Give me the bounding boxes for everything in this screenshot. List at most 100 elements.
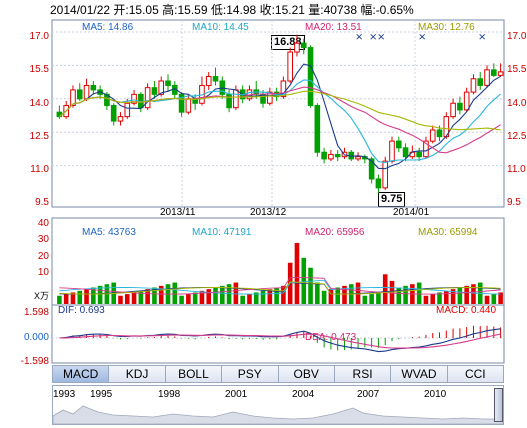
year-label-5: 2007 [357,389,380,400]
volume-bar [294,242,300,304]
volume-bar [416,282,422,304]
volume-bar [450,289,456,304]
volume-bar [498,292,503,304]
date-label-2: 2014/01 [393,207,430,218]
price-ma5-label: MA5: 14.86 [82,22,134,33]
volume-bar [457,287,463,304]
price-ma10-label: MA10: 14.45 [192,22,249,33]
price-panel-frame [51,19,505,208]
vol-axis-0: 40 [37,218,49,229]
price-axis-right-4: 11.0 [507,164,526,175]
indicator-tabs: MACD KDJ BOLL PSY OBV RSI WVAD CCI [52,365,504,383]
candle-body [267,91,273,104]
volume-bar [484,295,490,304]
vol-ma20-label: MA20: 65956 [305,227,365,238]
vol-axis-2: 20 [37,251,49,262]
ma20-line [59,86,501,154]
candle-body [375,178,382,189]
volume-bar [281,285,286,304]
volume-bar [192,292,198,304]
macd-axis-2: -1.598 [20,356,49,367]
event-marker-icon[interactable]: ⨯ [369,32,377,43]
volume-bar [437,292,442,304]
candle-body [158,80,165,95]
tab-cci[interactable]: CCI [447,365,504,383]
low-callout: 9.75 [378,192,406,207]
macd-dif-line [59,328,501,353]
volume-bar [315,282,320,304]
volume-bars-group [57,242,503,304]
candles-group [56,34,504,194]
price-axis-right-2: 14.0 [507,98,527,109]
tab-macd[interactable]: MACD [52,365,110,383]
candle-body [497,71,504,76]
year-label-4: 2004 [292,389,315,400]
macd-panel-frame [51,304,505,364]
vol-ma5-label: MA5: 43763 [82,227,136,238]
price-axis-right-0: 17.0 [507,31,527,42]
candle-body [233,89,239,109]
volume-bar [274,287,279,304]
tab-psy[interactable]: PSY [222,365,279,383]
volume-ma-line [59,281,501,295]
candle-body [368,158,375,180]
tab-kdj[interactable]: KDJ [109,365,166,383]
price-axis-left-0: 17.0 [29,31,49,42]
candle-body [307,47,314,106]
candle-body [450,102,456,118]
event-marker-icon[interactable]: ⨯ [377,32,385,43]
volume-bar [308,267,313,304]
vol-axis-3: 10 [37,267,49,278]
candle-body [402,147,409,158]
volume-bar [267,289,273,304]
price-axis-left-2: 14.0 [29,98,49,109]
volume-bar [321,290,327,304]
price-axis-right-3: 12.5 [507,131,527,142]
volume-bar [253,292,259,304]
grid-lines [52,20,504,207]
volume-bar [423,295,429,304]
timeline-range-handle[interactable] [494,388,503,422]
volume-ma-line [59,282,501,295]
event-marker-icon[interactable]: ⨯ [478,32,486,43]
volume-bar [369,294,374,304]
volume-bar [124,294,130,304]
candle-body [83,84,90,100]
quote-info-bar: 2014/01/22 开:15.05 高:15.59 低:14.98 收:15.… [50,3,414,17]
volume-bar [145,289,150,304]
volume-bar [328,289,334,304]
candle-body [178,93,185,113]
candle-body [90,84,97,91]
volume-bar [77,290,83,304]
candle-body [395,140,402,149]
volume-bar [199,290,205,304]
tab-wvad[interactable]: WVAD [391,365,448,383]
tab-rsi[interactable]: RSI [334,365,392,383]
volume-bar [430,294,436,304]
ma-lines-group [59,63,501,170]
candle-body [389,140,395,162]
quote-volume: 40738 [323,3,357,17]
volume-bar [376,292,381,304]
timeline-navigator[interactable] [52,385,504,425]
volume-bar [220,285,225,304]
volume-bar [118,295,123,304]
event-marker-icon[interactable]: ⨯ [418,32,426,43]
vol-unit-label: X万 [33,291,49,301]
volume-bar [84,289,89,304]
macd-group [52,325,504,353]
candle-body [463,91,470,111]
ma30-line [59,90,501,131]
event-marker-icon[interactable]: ⨯ [355,32,363,43]
date-label-1: 2013/12 [250,207,287,218]
volume-bar [260,290,266,304]
candle-body [328,153,334,160]
macd-dif-label: DIF: 0.693 [58,305,105,316]
volume-bar [342,285,347,304]
candle-body [212,76,219,82]
tab-obv[interactable]: OBV [278,365,335,383]
price-axis-left-5: 9.5 [35,197,49,208]
tab-boll[interactable]: BOLL [165,365,223,383]
candle-body [110,104,117,122]
volume-bar [206,289,212,304]
